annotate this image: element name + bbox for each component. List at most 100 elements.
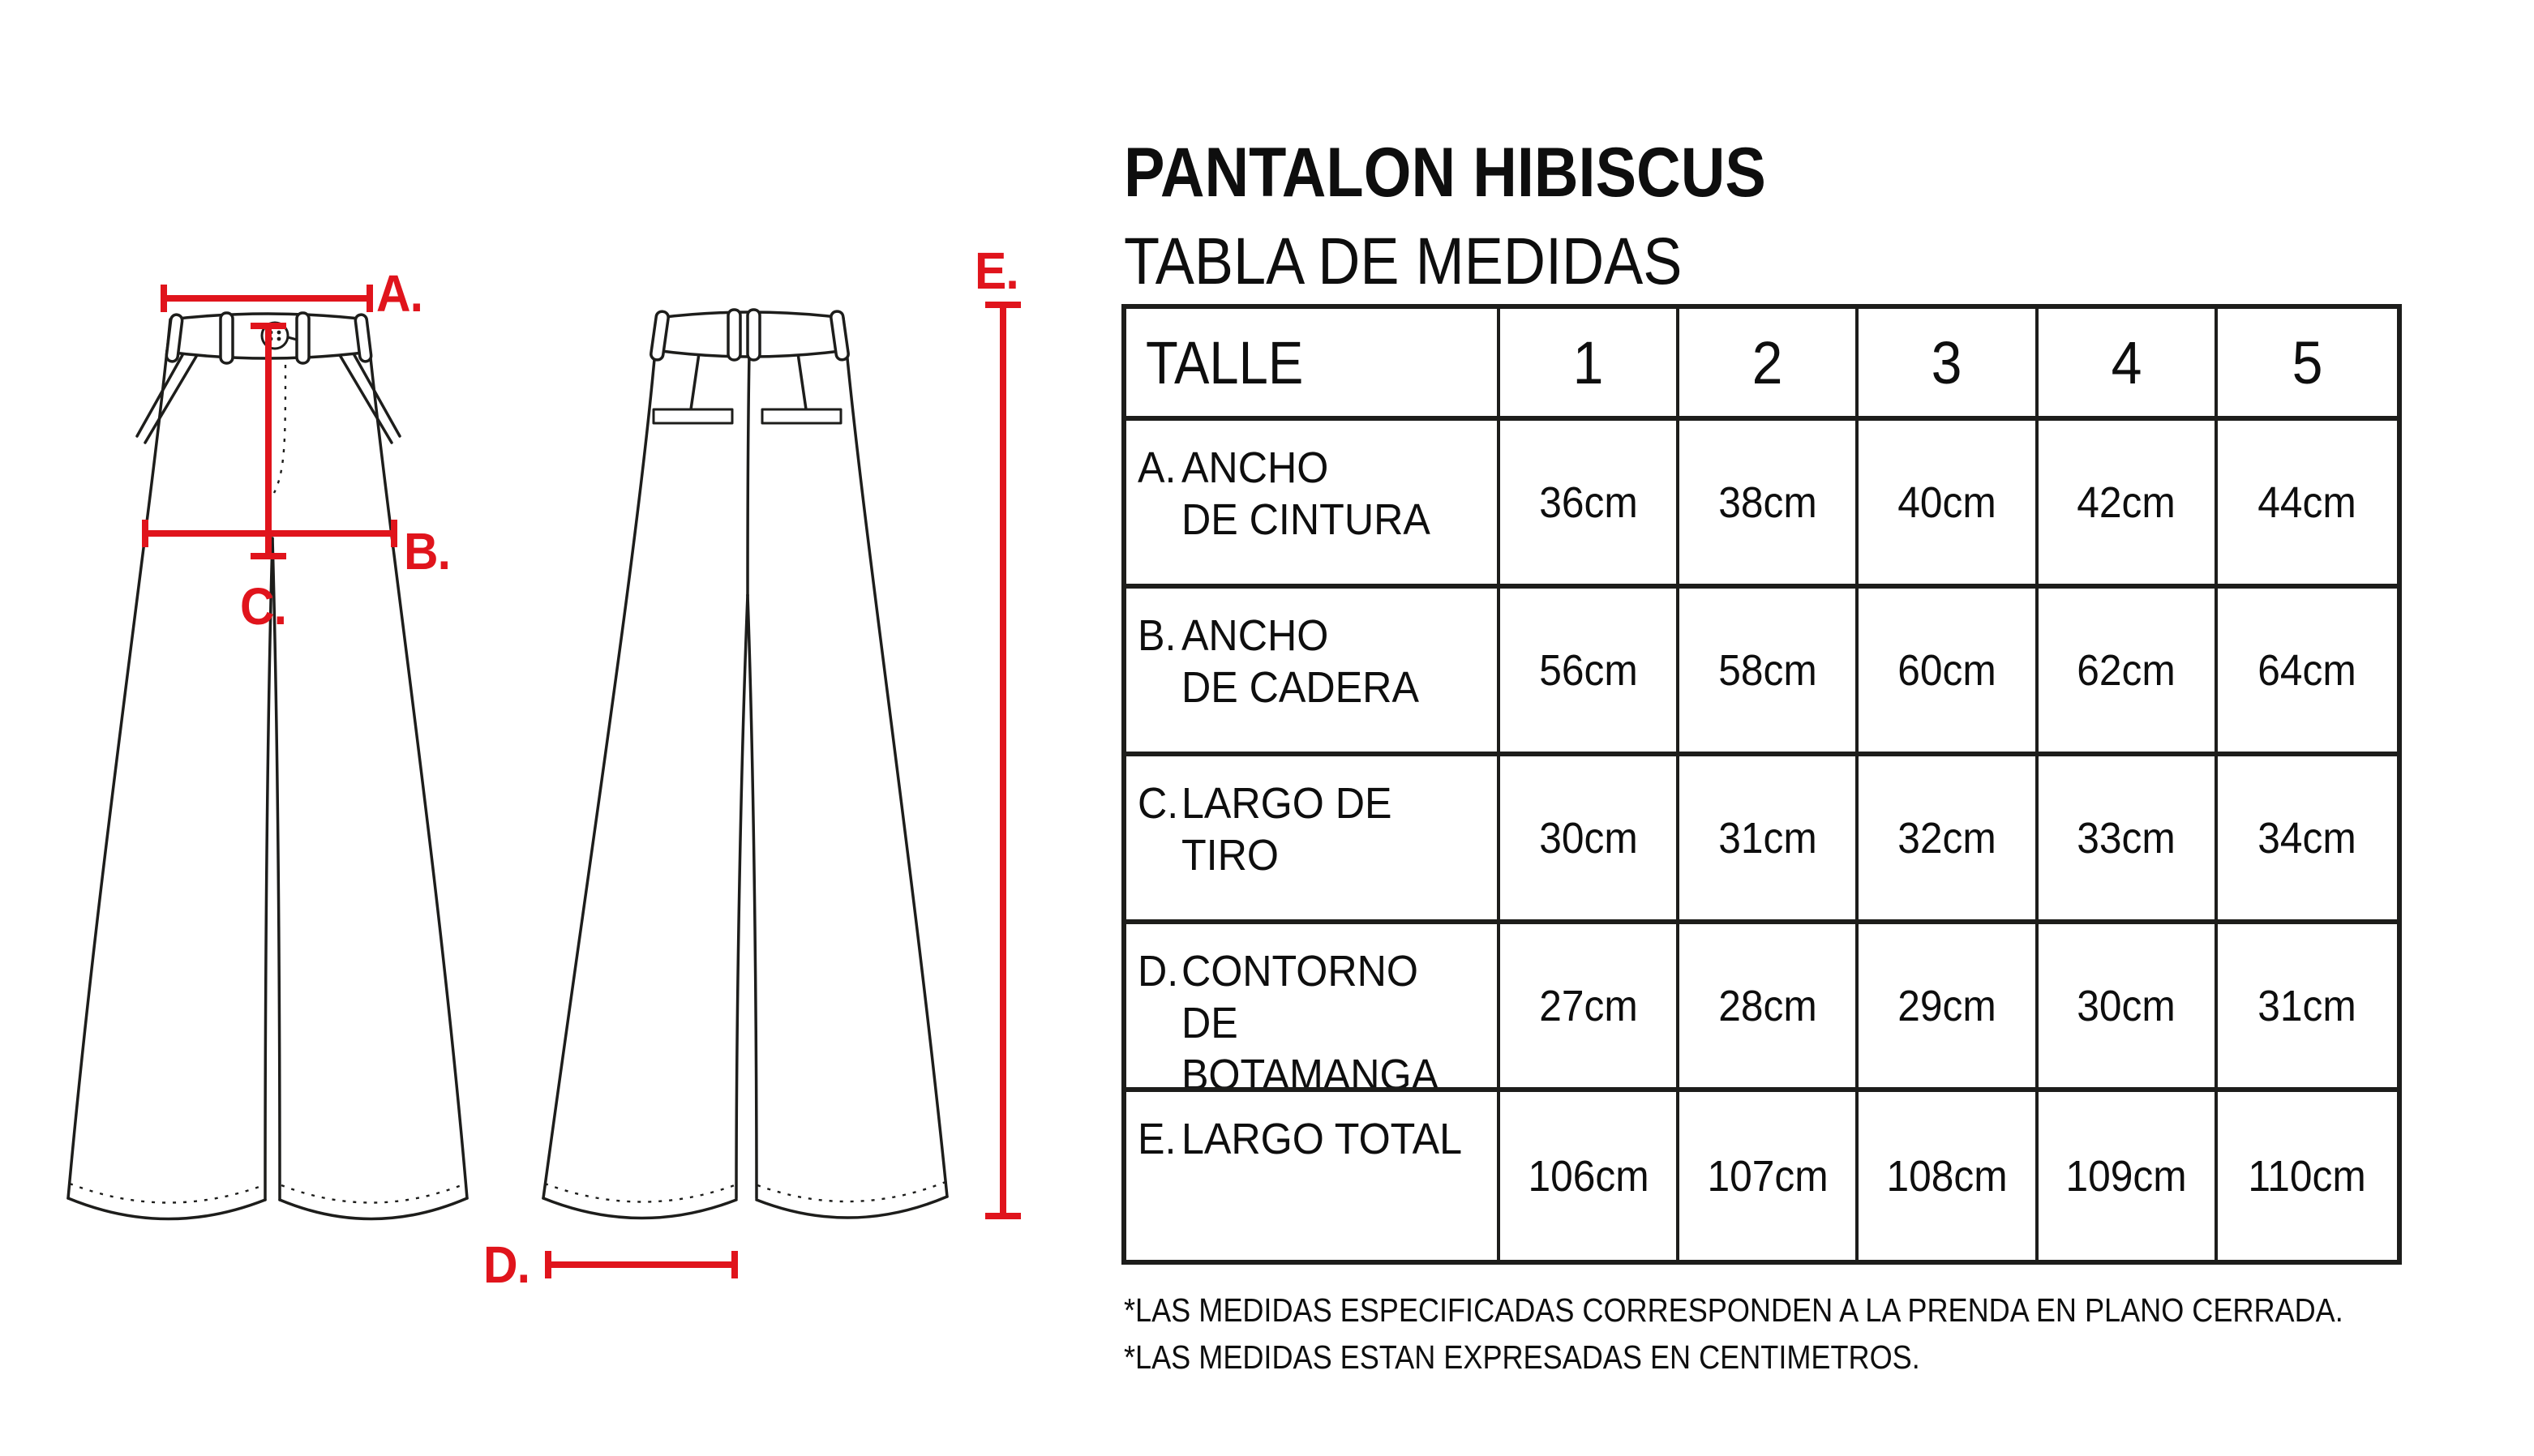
- talle-label: TALLE: [1146, 328, 1304, 396]
- measurement-value: 27cm: [1500, 924, 1680, 1092]
- row-label-lines: ANCHO DE CINTURA: [1181, 442, 1466, 546]
- value-text: 27cm: [1538, 981, 1638, 1030]
- measurement-label-largo-tiro: C. LARGO DE TIRO: [1126, 756, 1500, 924]
- measurement-value: 30cm: [2038, 924, 2218, 1092]
- measurement-value: 40cm: [1859, 421, 2039, 589]
- footnote-text: *LAS MEDIDAS ESPECIFICADAS CORRESPONDEN …: [1124, 1291, 2343, 1329]
- value-text: 36cm: [1538, 477, 1638, 527]
- value-text: 42cm: [2077, 477, 2176, 527]
- measurement-value: 38cm: [1679, 421, 1859, 589]
- row-prefix: E.: [1138, 1115, 1177, 1163]
- value-text: 33cm: [2077, 813, 2176, 863]
- value-text: 56cm: [1538, 645, 1638, 695]
- size-5: 5: [2292, 328, 2323, 396]
- value-text: 29cm: [1897, 981, 1996, 1030]
- size-4: 4: [2111, 328, 2142, 396]
- size-table-header-talle: TALLE: [1126, 309, 1500, 421]
- measurement-value: 62cm: [2038, 589, 2218, 756]
- row-label-line2: DE CINTURA: [1181, 495, 1430, 544]
- value-text: 110cm: [2248, 1151, 2367, 1201]
- measurement-value: 34cm: [2217, 756, 2397, 924]
- size-column-header-5: 5: [2217, 309, 2397, 421]
- measurement-value: 58cm: [1679, 589, 1859, 756]
- value-text: 109cm: [2065, 1151, 2187, 1201]
- size-1: 1: [1572, 328, 1604, 396]
- measurement-value: 32cm: [1859, 756, 2039, 924]
- page-subtitle: TABLA DE MEDIDAS: [1124, 229, 1758, 295]
- product-title: PANTALON HIBISCUS: [1124, 138, 1854, 208]
- pants-back-view: [542, 308, 949, 1220]
- measurement-label-wrap: E. LARGO TOTAL: [1138, 1113, 1466, 1165]
- value-text: 28cm: [1718, 981, 1817, 1030]
- row-label-line1: CONTORNO DE: [1181, 947, 1418, 1047]
- size-column-header-3: 3: [1859, 309, 2039, 421]
- measurement-value: 56cm: [1500, 589, 1680, 756]
- measurement-label-contorno-botamanga: D. CONTORNO DE BOTAMANGA: [1126, 924, 1500, 1092]
- size-2: 2: [1752, 328, 1783, 396]
- measurement-value: 64cm: [2217, 589, 2397, 756]
- row-label-line1: ANCHO: [1181, 443, 1329, 492]
- measurement-value: 31cm: [1679, 756, 1859, 924]
- value-text: 34cm: [2257, 813, 2357, 863]
- value-text: 38cm: [1718, 477, 1817, 527]
- measurement-value: 29cm: [1859, 924, 2039, 1092]
- size-3: 3: [1932, 328, 1962, 396]
- dimension-label-c: C.: [240, 577, 287, 636]
- measurement-label-ancho-cadera: B. ANCHO DE CADERA: [1126, 589, 1500, 756]
- row-label-line1: LARGO TOTAL: [1181, 1115, 1463, 1163]
- page-subtitle-text: TABLA DE MEDIDAS: [1124, 225, 1683, 298]
- measurement-value: 42cm: [2038, 421, 2218, 589]
- value-text: 106cm: [1528, 1151, 1649, 1201]
- row-label-line1: LARGO DE: [1181, 779, 1392, 828]
- measurement-value: 110cm: [2218, 1092, 2397, 1260]
- value-text: 32cm: [1897, 813, 1996, 863]
- row-prefix: C.: [1138, 779, 1179, 828]
- value-text: 40cm: [1897, 477, 1996, 527]
- size-column-header-2: 2: [1679, 309, 1859, 421]
- row-label-lines: ANCHO DE CADERA: [1181, 610, 1466, 713]
- value-text: 30cm: [2077, 981, 2176, 1030]
- measurement-label-wrap: A. ANCHO DE CINTURA: [1138, 442, 1466, 546]
- dimension-label-e: E.: [975, 242, 1019, 300]
- row-prefix: A.: [1138, 443, 1177, 492]
- product-title-text: PANTALON HIBISCUS: [1124, 134, 1766, 212]
- measurement-value: 44cm: [2217, 421, 2397, 589]
- value-text: 60cm: [1897, 645, 1996, 695]
- pants-front-view: [66, 311, 469, 1221]
- value-text: 31cm: [2257, 981, 2357, 1030]
- row-label-lines: LARGO TOTAL: [1181, 1113, 1466, 1165]
- row-prefix: B.: [1138, 611, 1177, 660]
- measurement-value: 109cm: [2039, 1092, 2218, 1260]
- measurement-label-largo-total: E. LARGO TOTAL: [1126, 1092, 1500, 1260]
- row-prefix: D.: [1138, 947, 1179, 996]
- row-label-lines: LARGO DE TIRO: [1181, 777, 1466, 881]
- size-column-header-4: 4: [2038, 309, 2218, 421]
- measurement-value: 108cm: [1859, 1092, 2039, 1260]
- measurement-value: 36cm: [1500, 421, 1680, 589]
- footnote: *LAS MEDIDAS ESPECIFICADAS CORRESPONDEN …: [1124, 1291, 2510, 1329]
- measurement-value: 28cm: [1679, 924, 1859, 1092]
- dimension-label-b: B.: [404, 522, 451, 580]
- size-column-header-1: 1: [1500, 309, 1680, 421]
- size-table: TALLE 1 2 3 4 5 A. ANCHO DE CINTURA 36cm …: [1121, 304, 2402, 1265]
- dimension-label-d: D.: [483, 1235, 530, 1294]
- dimension-lines: [142, 285, 1021, 1278]
- row-label-line2: BOTAMANGA: [1181, 1051, 1439, 1092]
- measurement-value: 107cm: [1679, 1092, 1859, 1260]
- row-label-line1: ANCHO: [1181, 611, 1329, 660]
- dimension-label-a: A.: [376, 264, 423, 323]
- measurement-label-wrap: B. ANCHO DE CADERA: [1138, 610, 1466, 713]
- row-label-line2: TIRO: [1181, 831, 1279, 880]
- measurement-label-ancho-cintura: A. ANCHO DE CINTURA: [1126, 421, 1500, 589]
- value-text: 31cm: [1718, 813, 1817, 863]
- measurement-value: 31cm: [2217, 924, 2397, 1092]
- measurement-value: 33cm: [2038, 756, 2218, 924]
- measurement-value: 106cm: [1500, 1092, 1680, 1260]
- measurement-label-wrap: C. LARGO DE TIRO: [1138, 777, 1466, 881]
- measurement-value: 60cm: [1859, 589, 2039, 756]
- value-text: 64cm: [2257, 645, 2357, 695]
- value-text: 58cm: [1718, 645, 1817, 695]
- value-text: 30cm: [1538, 813, 1638, 863]
- value-text: 107cm: [1707, 1151, 1829, 1201]
